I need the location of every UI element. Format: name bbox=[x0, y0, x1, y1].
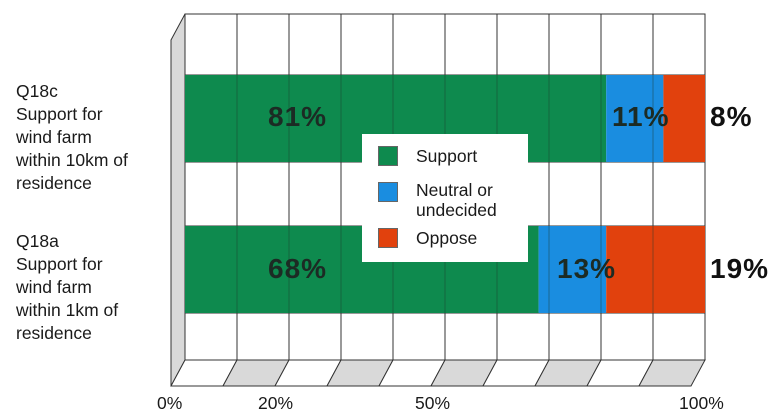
data-label-neutral-q18a: 13% bbox=[557, 253, 617, 284]
category-label-line: Q18a bbox=[16, 231, 59, 251]
legend-swatch bbox=[378, 182, 398, 202]
category-label-line: wind farm bbox=[16, 127, 92, 147]
bar-segment-neutral bbox=[606, 75, 664, 162]
bar-segment-oppose bbox=[606, 226, 705, 313]
bar-segment-neutral bbox=[538, 226, 607, 313]
chart-floor bbox=[170, 359, 706, 387]
x-tick-label: 20% bbox=[258, 393, 294, 413]
data-label-oppose-q18c: 8% bbox=[710, 101, 753, 132]
category-label-line: within 1km of bbox=[16, 300, 119, 320]
category-label-line: Support for bbox=[16, 254, 103, 274]
category-label-line: Support for bbox=[16, 104, 103, 124]
category-label-line: residence bbox=[16, 173, 92, 193]
floor-tile bbox=[638, 359, 706, 387]
legend-swatch bbox=[378, 146, 398, 166]
category-label-line: Q18c bbox=[16, 81, 58, 101]
legend-label: Neutral or undecided bbox=[416, 180, 536, 220]
legend-label-line: Neutral or bbox=[416, 180, 493, 200]
bar-segment-oppose bbox=[663, 75, 705, 162]
category-label-q18c: Q18c Support for wind farm within 10km o… bbox=[16, 80, 176, 195]
data-label-support-q18a: 68% bbox=[268, 253, 328, 284]
x-tick-label: 0% bbox=[157, 393, 183, 413]
legend-label-line: undecided bbox=[416, 200, 497, 220]
x-tick-label: 100% bbox=[679, 393, 724, 413]
data-label-neutral-q18c: 11% bbox=[612, 101, 670, 132]
category-label-line: wind farm bbox=[16, 277, 92, 297]
legend-label: Support bbox=[416, 146, 478, 166]
chart-bars bbox=[185, 75, 705, 313]
data-label-oppose-q18a: 19% bbox=[710, 253, 770, 284]
legend-swatch bbox=[378, 228, 398, 248]
x-tick-label: 50% bbox=[415, 393, 451, 413]
legend-label: Oppose bbox=[416, 228, 478, 248]
chart-legend: Support Neutral or undecided Oppose bbox=[362, 134, 528, 262]
category-label-line: within 10km of bbox=[16, 150, 128, 170]
category-label-line: residence bbox=[16, 323, 92, 343]
category-label-q18a: Q18a Support for wind farm within 1km of… bbox=[16, 230, 176, 345]
data-label-support-q18c: 81% bbox=[268, 101, 328, 132]
